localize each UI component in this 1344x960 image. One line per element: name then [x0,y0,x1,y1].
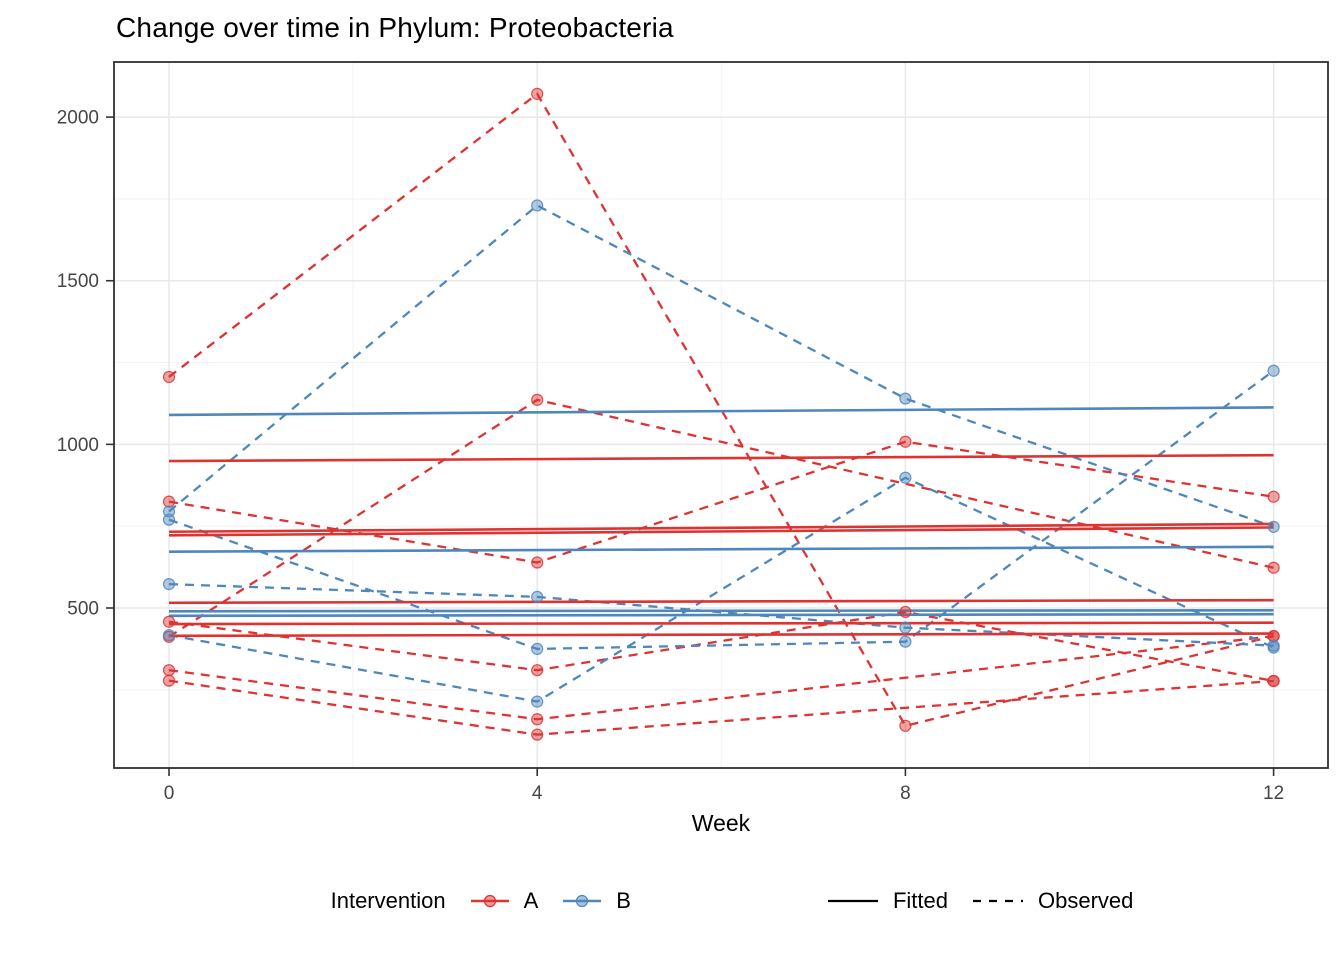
data-point-B4-wk4 [531,695,544,708]
legend-key-a-icon [470,894,509,908]
x-axis-title: Week [691,810,751,836]
fitted-line-B3 [168,608,1274,613]
observed-line-A1 [168,92,1274,728]
observed-line-A2 [168,398,1274,638]
y-tick-label: 500 [67,599,99,620]
legend-key-b-icon [563,894,602,908]
legend-item-fitted[interactable]: Fitted [825,888,948,914]
legend-key-fitted-icon [827,899,878,903]
data-point-B3-wk8 [899,621,912,634]
data-point-A2-wk4 [531,393,544,406]
fitted-line-B4 [168,612,1274,618]
data-point-A1-wk4 [531,87,544,100]
data-point-A3-wk0 [162,495,176,508]
fitted-line-A4 [168,598,1274,605]
fitted-line-A2 [168,526,1274,537]
data-point-A4-wk8 [899,605,912,619]
observed-line-A6 [168,679,1274,736]
legend-label-observed: Observed [1037,888,1134,913]
data-point-A6-wk12 [1267,674,1280,688]
fitted-line-B1 [168,406,1274,417]
observed-line-A3 [168,440,1274,564]
legend-title: Intervention [330,888,446,913]
observed-line-A4 [168,610,1274,683]
x-tick-label: 12 [1263,783,1284,804]
legend-item-observed[interactable]: Observed [970,888,1133,914]
chart-title: Change over time in Phylum: Proteobacter… [116,12,674,43]
data-point-A2-wk12 [1267,561,1280,574]
data-point-B4-wk0 [162,629,176,642]
legend-label-fitted: Fitted [892,888,948,913]
data-point-A5-wk0 [162,664,176,677]
legend-spacer [653,901,803,902]
legend-item-group-b[interactable]: B [560,888,631,914]
fitted-line-A1 [168,453,1274,463]
data-point-A1-wk0 [162,370,176,384]
fitted-line-A3 [168,522,1274,534]
legend-label-a: A [523,888,539,913]
data-point-B4-wk8 [899,471,912,484]
data-point-B1-wk8 [899,392,912,405]
data-point-A3-wk12 [1267,490,1280,503]
x-tick-label: 8 [900,783,911,804]
data-point-B2-wk8 [899,635,912,648]
y-tick-label: 1500 [57,271,99,292]
fitted-line-A5 [168,621,1274,626]
legend-key-observed-icon [972,899,1023,903]
y-tick-label: 1000 [57,435,99,456]
fitted-line-B2 [168,545,1274,554]
panel-border [113,61,1329,769]
observed-line-B2 [168,369,1275,651]
data-point-A5-wk4 [531,713,544,726]
data-point-B1-wk12 [1267,520,1280,533]
data-point-A6-wk0 [162,674,176,687]
data-point-A6-wk4 [531,728,544,741]
x-tick-label: 0 [164,783,175,804]
data-point-B2-wk0 [162,513,176,526]
plot-area: 500 1000 1500 2000 0 4 8 12 [57,61,1329,804]
x-tick-label: 4 [532,783,543,804]
data-point-A4-wk4 [531,664,544,677]
observed-line-B3 [168,582,1274,647]
observed-line-B1 [168,204,1274,528]
data-point-A3-wk4 [531,556,544,569]
data-point-B1-wk4 [531,199,544,212]
legend-item-group-a[interactable]: A [468,888,539,914]
data-point-B2-wk4 [531,642,544,656]
fitted-line-A6 [168,632,1274,638]
data-point-A3-wk8 [899,435,912,448]
data-point-B2-wk12 [1267,364,1280,377]
data-point-A1-wk8 [899,719,912,732]
legend: Intervention A B Fitted [60,888,1344,914]
data-point-B4-wk12 [1267,641,1280,654]
data-point-B3-wk4 [531,590,544,603]
data-point-B3-wk0 [162,578,176,591]
y-tick-label: 2000 [57,108,99,129]
observed-line-A5 [168,635,1274,721]
legend-label-b: B [616,888,631,913]
data-point-A4-wk0 [162,615,176,628]
